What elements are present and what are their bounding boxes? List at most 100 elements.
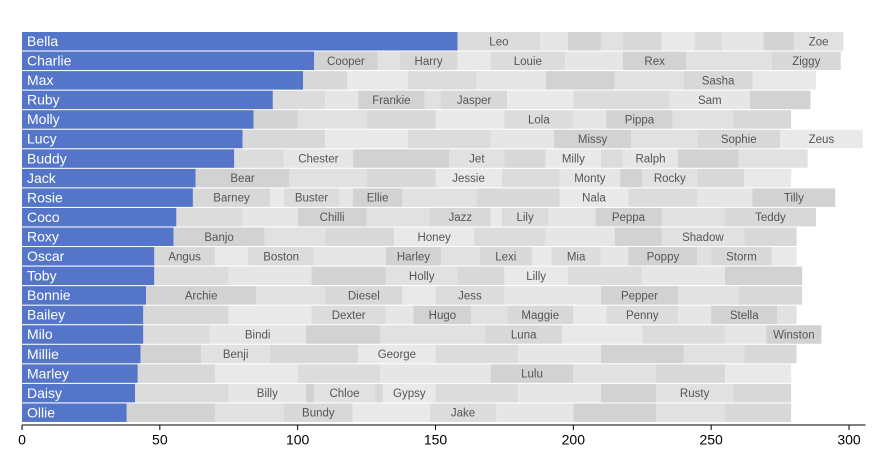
bar xyxy=(22,364,138,383)
category-label: Jack xyxy=(27,170,57,186)
segment xyxy=(201,344,271,364)
segment xyxy=(474,227,546,246)
segment xyxy=(297,364,381,383)
segment xyxy=(504,110,574,129)
segment xyxy=(614,71,684,90)
segment xyxy=(672,110,734,129)
segment xyxy=(264,227,326,246)
segment xyxy=(642,168,698,188)
category-label: Rosie xyxy=(27,189,63,205)
segment xyxy=(325,129,408,149)
segment-label: Pepper xyxy=(621,290,658,302)
segment xyxy=(722,32,764,51)
segment xyxy=(385,266,458,286)
segment-label: Angus xyxy=(168,251,201,263)
category-label: Coco xyxy=(27,209,60,225)
bar xyxy=(22,266,155,286)
segment xyxy=(283,188,340,207)
segment-label: Jess xyxy=(458,290,482,302)
segment-label: Jet xyxy=(469,154,485,166)
segment xyxy=(314,51,378,71)
segment-label: Sasha xyxy=(702,75,735,87)
category-label: Charlie xyxy=(27,53,72,69)
segment xyxy=(305,325,381,344)
segment-label: Stella xyxy=(730,310,759,322)
segment xyxy=(642,266,725,286)
segment xyxy=(622,149,679,168)
x-tick-label: 50 xyxy=(152,432,168,448)
segment xyxy=(234,149,284,168)
segment xyxy=(771,51,841,71)
segment xyxy=(214,364,298,383)
segment xyxy=(137,364,215,383)
segment xyxy=(573,90,670,110)
bar xyxy=(22,149,235,168)
segment xyxy=(325,90,359,110)
segment-label: Hugo xyxy=(429,310,457,322)
segment xyxy=(135,383,229,403)
segment xyxy=(744,168,792,188)
segment xyxy=(253,110,298,129)
segment xyxy=(777,305,797,325)
segment xyxy=(678,149,739,168)
segment xyxy=(724,325,767,344)
segment-label: Lily xyxy=(516,212,534,224)
segment xyxy=(622,32,662,51)
category-label: Ruby xyxy=(27,92,60,108)
segment xyxy=(385,247,442,266)
segment xyxy=(507,305,574,325)
segment xyxy=(656,364,725,383)
segment xyxy=(614,227,662,246)
segment xyxy=(567,32,601,51)
segment xyxy=(600,344,684,364)
segment xyxy=(678,305,712,325)
category-label: Roxy xyxy=(27,228,59,244)
segment-label: Zoe xyxy=(809,36,829,48)
segment xyxy=(711,305,778,325)
segment xyxy=(766,325,822,344)
segment xyxy=(661,227,745,246)
segment-label: Winston xyxy=(773,330,815,342)
segment xyxy=(325,227,395,246)
segment-label: Holly xyxy=(409,271,435,283)
segment xyxy=(678,286,739,305)
segment xyxy=(358,90,425,110)
segment-label: Teddy xyxy=(755,212,786,224)
segment xyxy=(126,403,215,422)
segment-label: Peppa xyxy=(612,212,646,224)
segment xyxy=(402,286,436,305)
segment xyxy=(551,247,601,266)
segment-label: Storm xyxy=(726,251,757,263)
segment xyxy=(771,247,797,266)
segment-label: Mia xyxy=(567,251,586,263)
segment xyxy=(140,344,202,364)
segment-label: Milly xyxy=(562,154,585,166)
segment-label: Boston xyxy=(263,251,299,263)
segment-label: Barney xyxy=(213,193,250,205)
segment-label: Ellie xyxy=(367,193,389,205)
segment-label: Bear xyxy=(230,173,254,185)
segment xyxy=(573,403,657,422)
segment xyxy=(441,90,508,110)
segment xyxy=(479,247,532,266)
segment-label: Monty xyxy=(574,173,606,185)
segment xyxy=(518,383,601,403)
segment xyxy=(749,90,811,110)
segment xyxy=(380,325,486,344)
segment xyxy=(780,129,863,149)
category-label: Bailey xyxy=(27,307,65,323)
segment xyxy=(724,207,816,227)
segment-label: Zeus xyxy=(809,134,835,146)
segment xyxy=(358,344,436,364)
segment xyxy=(518,344,601,364)
bar xyxy=(22,32,458,51)
segment xyxy=(441,247,480,266)
bar xyxy=(22,344,141,364)
segment-label: Lilly xyxy=(526,271,546,283)
category-label: Molly xyxy=(27,111,60,127)
segment xyxy=(600,286,679,305)
segment xyxy=(793,32,844,51)
segment-label: Harley xyxy=(397,251,430,263)
category-label: Bella xyxy=(27,33,58,49)
